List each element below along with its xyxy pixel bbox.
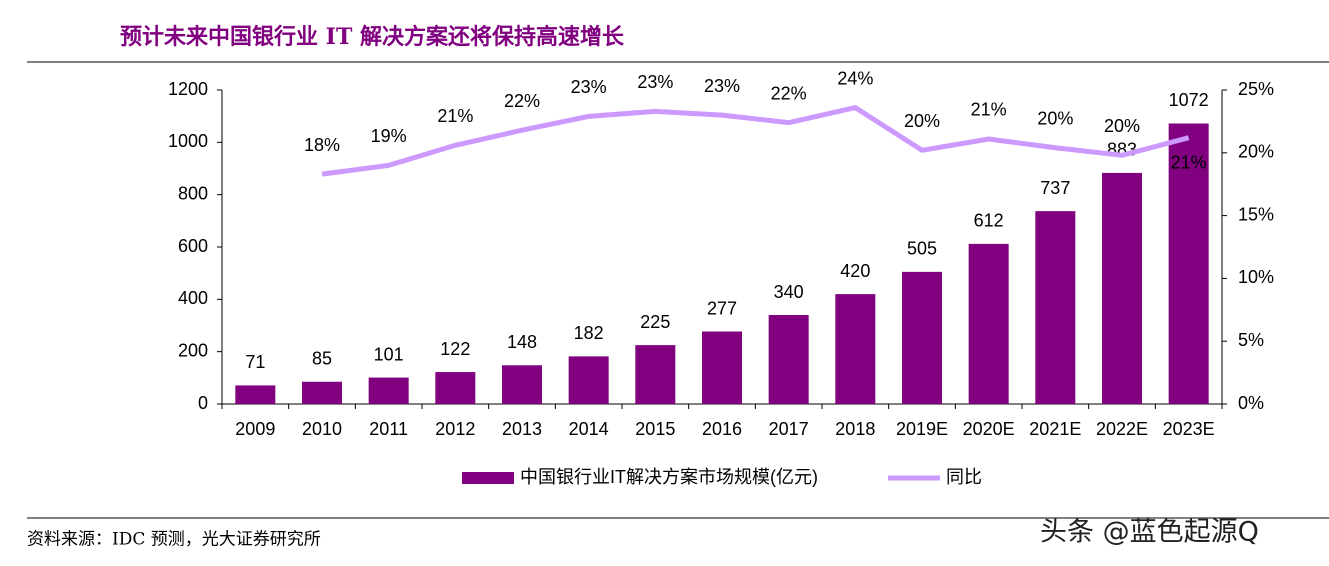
- x-tick-label: 2022E: [1096, 419, 1148, 439]
- bar: [568, 356, 609, 404]
- line-value-label: 20%: [1104, 116, 1140, 136]
- bar-value-label: 505: [907, 239, 937, 259]
- bar-value-label: 1072: [1169, 90, 1209, 110]
- bar: [368, 377, 409, 404]
- bar: [635, 345, 676, 404]
- bar-value-label: 182: [574, 323, 604, 343]
- x-tick-label: 2020E: [963, 419, 1015, 439]
- y-tick-label: 1000: [168, 131, 208, 151]
- x-tick-label: 2011: [369, 419, 408, 439]
- x-tick-label: 2013: [502, 419, 542, 439]
- bar-value-label: 148: [507, 332, 537, 352]
- line-value-label: 18%: [304, 135, 340, 155]
- watermark: 头条 @蓝色起源Q: [1040, 517, 1259, 548]
- x-tick-label: 2014: [569, 419, 609, 439]
- x-tick-label: 2018: [835, 419, 875, 439]
- line-value-label: 19%: [371, 126, 407, 146]
- y-tick-label: 400: [178, 288, 208, 308]
- y-tick-label: 200: [178, 340, 208, 360]
- bar: [302, 381, 342, 404]
- line-value-label: 23%: [637, 72, 673, 92]
- x-tick-label: 2009: [235, 419, 275, 439]
- line-value-label: 23%: [571, 77, 607, 97]
- legend-label: 同比: [946, 467, 982, 487]
- source: 资料来源：IDC 预测，光大证券研究所: [27, 530, 321, 550]
- bar: [968, 243, 1009, 404]
- x-tick-label: 2015: [635, 419, 675, 439]
- y-tick-label: 1200: [168, 79, 208, 99]
- x-tick-label: 2017: [769, 419, 809, 439]
- line-value-label: 22%: [504, 91, 540, 111]
- bar: [768, 315, 809, 404]
- line-value-label: 21%: [437, 106, 473, 126]
- x-tick-label: 2023E: [1163, 419, 1215, 439]
- bar: [435, 372, 476, 404]
- y2-tick-label: 20%: [1238, 142, 1274, 162]
- line-value-label: 20%: [904, 111, 940, 131]
- line: [321, 105, 1190, 177]
- y-tick-label: 0: [198, 393, 208, 413]
- legend-label: 中国银行业IT解决方案市场规模(亿元): [520, 467, 818, 487]
- y-tick-label: 800: [178, 183, 208, 203]
- x-tick-label: 2012: [435, 419, 475, 439]
- y2-tick-label: 0%: [1238, 393, 1264, 413]
- line-value-label: 24%: [837, 68, 873, 88]
- y2-tick-label: 15%: [1238, 204, 1274, 224]
- line-value-label: 23%: [704, 76, 740, 96]
- x-tick-label: 2021E: [1029, 419, 1081, 439]
- bar-value-label: 340: [774, 282, 804, 302]
- y2-tick-label: 5%: [1238, 330, 1264, 350]
- bar-value-label: 85: [312, 349, 332, 369]
- bar-value-label: 225: [640, 312, 670, 332]
- bar: [1168, 123, 1209, 404]
- x-tick-label: 2016: [702, 419, 742, 439]
- bar: [1035, 211, 1076, 404]
- bar-value-label: 737: [1040, 178, 1070, 198]
- bar-value-label: 277: [707, 298, 737, 318]
- line-value-label: 20%: [1037, 109, 1073, 129]
- bar: [835, 294, 876, 404]
- bar: [235, 385, 276, 404]
- y2-tick-label: 10%: [1238, 267, 1274, 287]
- bar-value-label: 420: [840, 261, 870, 281]
- x-tick-label: 2010: [302, 419, 342, 439]
- line-value-label: 21%: [1171, 152, 1207, 172]
- bar: [902, 271, 942, 404]
- y2-tick-label: 25%: [1238, 79, 1274, 99]
- bar: [702, 331, 742, 404]
- bar: [502, 365, 542, 404]
- bar-value-label: 122: [440, 339, 470, 359]
- y-tick-label: 600: [178, 236, 208, 256]
- line-value-label: 21%: [971, 100, 1007, 120]
- legend-swatch: [462, 472, 514, 484]
- line-value-label: 22%: [771, 83, 807, 103]
- bar: [1102, 172, 1142, 404]
- x-tick-label: 2019E: [896, 419, 948, 439]
- bar-value-label: 612: [974, 211, 1004, 231]
- chart-title: 预计未来中国银行业 IT 解决方案还将保持高速增长: [120, 24, 625, 50]
- bar-value-label: 101: [374, 344, 404, 364]
- bar-value-label: 71: [245, 352, 265, 372]
